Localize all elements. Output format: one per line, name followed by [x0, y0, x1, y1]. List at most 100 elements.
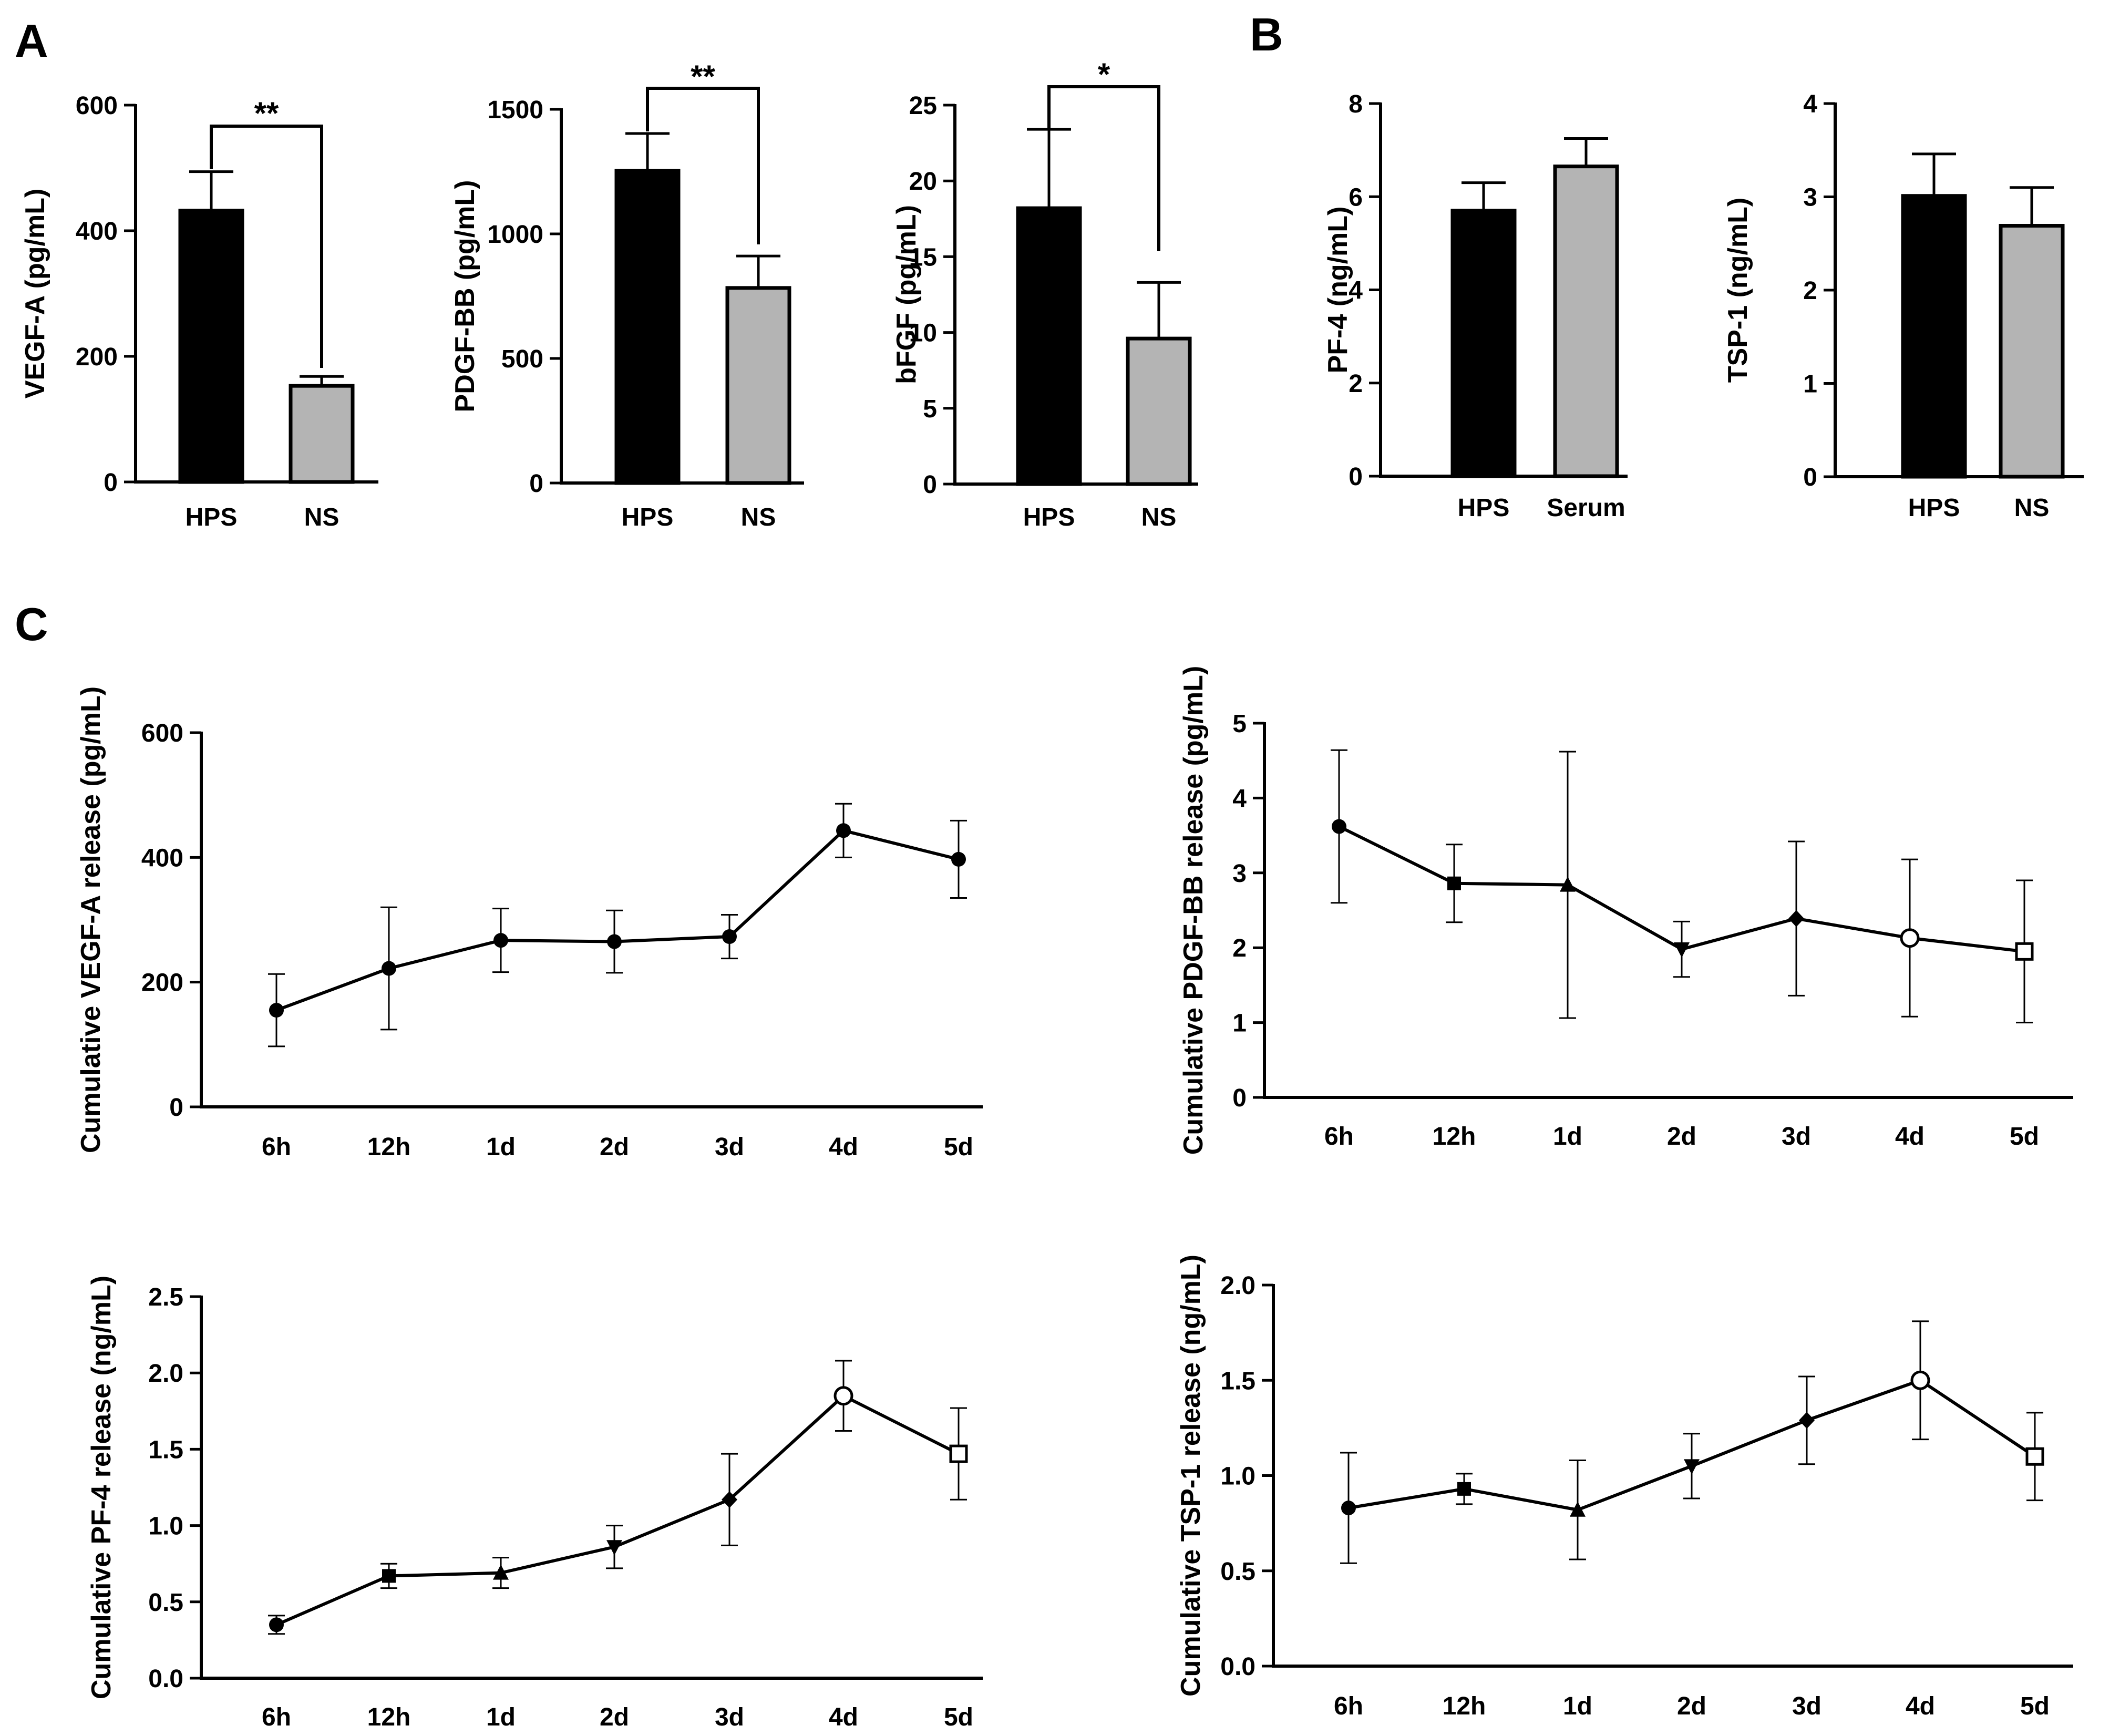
y-tick-label: 1 [1232, 1010, 1247, 1038]
marker-triangle-down [606, 1540, 622, 1556]
y-tick-label: 6 [1349, 183, 1363, 211]
x-tick-label: 12h [1433, 1123, 1476, 1151]
y-tick-label: 1.5 [148, 1436, 183, 1464]
x-tick-label: NS [741, 504, 776, 531]
bar [1450, 209, 1517, 478]
marker-circle [269, 1617, 284, 1632]
marker-circle [1341, 1501, 1356, 1516]
marker-square [1447, 876, 1461, 890]
significance-label: ** [691, 59, 715, 94]
y-tick-label: 0 [1803, 464, 1817, 491]
y-axis-label: Cumulative VEGF-A release (pg/mL) [76, 686, 106, 1153]
bar [178, 209, 244, 484]
y-tick-label: 3 [1803, 184, 1817, 212]
y-tick-label: 1.0 [1220, 1463, 1255, 1491]
marker-square [382, 1569, 396, 1583]
x-tick-label: 4d [1906, 1692, 1935, 1720]
bar [725, 286, 791, 485]
x-tick-label: HPS [1023, 504, 1075, 531]
x-tick-label: 3d [1792, 1692, 1821, 1720]
marker-triangle-up [1560, 876, 1576, 892]
bar [614, 169, 681, 485]
y-tick-label: 0 [529, 470, 543, 498]
y-tick-label: 1000 [487, 221, 543, 249]
chart-pdgf-bb-bar: 0 500 1000 1500 PDGF-BB (pg/mL) HPS NS ** [450, 59, 804, 531]
marker-diamond [1799, 1412, 1815, 1429]
marker-open-square [2025, 1447, 2044, 1466]
chart-vegf-a-release: 0 200 400 600 Cumulative VEGF-A release (pg/… [76, 686, 983, 1161]
y-axis-label: PDGF-BB (pg/mL) [450, 180, 480, 413]
y-tick-label: 4 [1349, 277, 1363, 305]
y-tick-label: 1.0 [148, 1513, 183, 1540]
y-axis-label: Cumulative PF-4 release (ng/mL) [86, 1276, 117, 1699]
y-tick-label: 2.0 [148, 1360, 183, 1388]
chart-pdgf-bb-release: 0 1 2 3 4 5 Cumulative PDGF-BB release (pg/mL)… [1178, 666, 2073, 1155]
y-tick-label: 25 [909, 92, 937, 120]
bar [1016, 206, 1082, 486]
x-tick-label: 12h [367, 1703, 411, 1731]
panel-label-a: A [15, 15, 48, 67]
y-tick-label: 1.5 [1220, 1367, 1255, 1395]
y-tick-label: 8 [1349, 90, 1363, 118]
marker-triangle-up [493, 1564, 509, 1580]
y-tick-label: 400 [76, 218, 118, 245]
y-tick-label: 5 [923, 395, 937, 423]
x-tick-label: 6h [262, 1703, 291, 1731]
y-axis-label: Cumulative TSP-1 release (ng/mL) [1176, 1255, 1206, 1697]
x-tick-label: HPS [1458, 494, 1510, 522]
significance-bracket [1047, 85, 1160, 251]
marker-circle [607, 934, 622, 949]
y-tick-label: 200 [141, 969, 183, 997]
y-tick-label: 600 [76, 92, 118, 120]
y-tick-label: 0.5 [1220, 1558, 1255, 1586]
series-line [275, 829, 959, 1012]
y-tick-label: 0.0 [148, 1665, 183, 1693]
marker-circle [269, 1003, 284, 1018]
x-tick-label: 3d [715, 1703, 744, 1731]
x-tick-label: 3d [1782, 1123, 1811, 1151]
series-line [275, 1394, 960, 1627]
marker-circle [951, 851, 966, 867]
y-axis-label: bFGF (pg/mL) [891, 205, 922, 384]
significance-bracket [210, 125, 323, 368]
x-tick-label: 1d [486, 1703, 516, 1731]
marker-open-square [949, 1444, 968, 1463]
y-tick-label: 0 [104, 469, 118, 497]
panel-label-b: B [1250, 8, 1283, 60]
marker-circle [382, 961, 396, 976]
bar [1901, 194, 1967, 479]
y-tick-label: 400 [141, 844, 183, 872]
marker-square [1457, 1482, 1471, 1496]
y-axis-label: Cumulative PDGF-BB release (pg/mL) [1178, 666, 1209, 1155]
y-tick-label: 5 [1232, 710, 1247, 738]
x-tick-label: 5d [2010, 1123, 2039, 1151]
panel-label-c: C [15, 598, 48, 650]
y-tick-label: 2.0 [1220, 1272, 1255, 1300]
bar [1553, 165, 1619, 478]
chart-bfgf-bar: 0 5 10 15 20 25 bFGF (pg/mL) HPS NS * [891, 57, 1198, 531]
x-tick-label: HPS [186, 504, 238, 531]
y-axis-label: VEGF-A (pg/mL) [20, 189, 50, 399]
y-tick-label: 1500 [487, 96, 543, 124]
x-tick-label: HPS [622, 504, 674, 531]
y-axis-label: PF-4 (ng/mL) [1323, 207, 1353, 374]
x-tick-label: 5d [944, 1133, 973, 1161]
y-tick-label: 0 [923, 471, 937, 499]
y-tick-label: 0 [169, 1094, 183, 1122]
x-tick-label: NS [304, 504, 339, 531]
marker-circle [722, 929, 737, 944]
y-tick-label: 15 [909, 243, 937, 271]
y-tick-label: 4 [1232, 785, 1247, 813]
significance-bracket [646, 87, 760, 244]
y-tick-label: 3 [1232, 860, 1247, 888]
marker-diamond [722, 1491, 737, 1508]
bar [289, 384, 355, 484]
chart-pf-4-release: 0.0 0.5 1.0 1.5 2.0 2.5 Cumulative PF-4 releas… [86, 1276, 983, 1731]
x-tick-label: 4d [1895, 1123, 1925, 1151]
x-tick-label: 12h [367, 1133, 411, 1161]
marker-triangle-up [1570, 1501, 1586, 1517]
x-tick-label: 1d [486, 1133, 516, 1161]
chart-pf-4-bar: 0 2 4 6 8 PF-4 (ng/mL) HPS Serum [1323, 90, 1628, 522]
chart-tsp-1-release: 0.0 0.5 1.0 1.5 2.0 Cumulative TSP-1 release … [1176, 1255, 2073, 1720]
y-tick-label: 0.0 [1220, 1653, 1255, 1681]
